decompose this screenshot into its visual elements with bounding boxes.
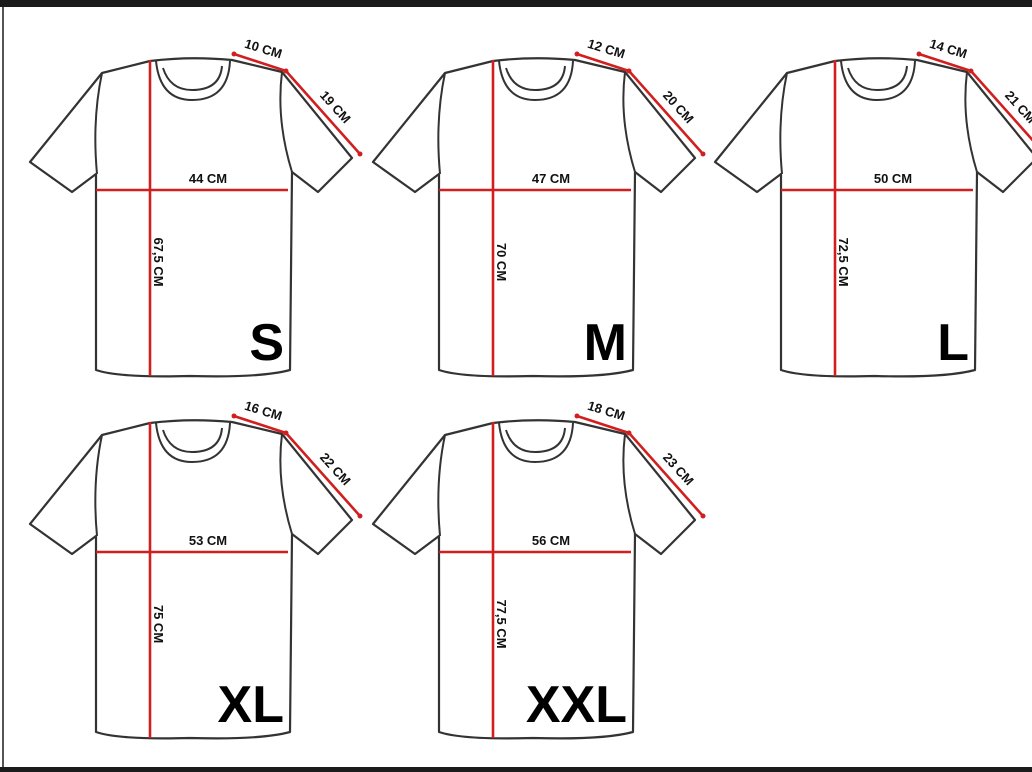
tshirt-outline	[371, 57, 697, 378]
measure-endpoint	[700, 513, 706, 519]
measure-endpoint	[626, 68, 632, 74]
chest-label: 47 CM	[532, 171, 570, 186]
size-label: XL	[218, 676, 284, 734]
shoulder-line	[918, 52, 972, 73]
measure-endpoint	[968, 68, 974, 74]
measure-endpoint	[574, 413, 580, 419]
size-label: L	[937, 314, 969, 372]
length-label: 72,5 CM	[836, 237, 851, 286]
chest-label: 44 CM	[189, 171, 227, 186]
size-label: M	[584, 314, 627, 372]
collar-rib	[162, 427, 223, 454]
collar	[498, 422, 574, 464]
collar	[155, 422, 231, 464]
sleeve-seam	[964, 71, 978, 173]
collar-rib	[162, 65, 223, 92]
measure-endpoint	[357, 151, 363, 157]
sleeve-seam	[437, 434, 446, 537]
tshirt-outline	[28, 57, 354, 378]
sleeve-seam	[437, 72, 446, 175]
measure-endpoint	[916, 51, 922, 57]
measure-endpoint	[231, 413, 237, 419]
shoulder-line	[233, 414, 287, 435]
collar-rib	[847, 65, 908, 92]
sleeve-seam	[779, 72, 788, 175]
measure-endpoint	[357, 513, 363, 519]
length-label: 67,5 CM	[151, 237, 166, 286]
tshirt-outline	[28, 419, 354, 740]
sleeve-line	[628, 432, 704, 517]
length-label: 70 CM	[494, 243, 509, 281]
chest-label: 53 CM	[189, 533, 227, 548]
sleeve-line	[285, 70, 361, 155]
left-border	[2, 7, 4, 767]
tshirt-outline	[371, 419, 697, 740]
sleeve-line	[628, 70, 704, 155]
length-label: 75 CM	[151, 605, 166, 643]
measure-endpoint	[283, 430, 289, 436]
bottom-border	[0, 767, 1032, 772]
measure-endpoint	[626, 430, 632, 436]
chest-label: 56 CM	[532, 533, 570, 548]
sleeve-line	[285, 432, 361, 517]
sleeve-seam	[622, 433, 636, 535]
collar	[498, 60, 574, 102]
sleeve-seam	[622, 71, 636, 173]
collar-rib	[505, 65, 566, 92]
sleeve-seam	[94, 72, 103, 175]
sleeve-seam	[279, 433, 293, 535]
tshirt-outline	[713, 57, 1032, 378]
sleeve-line	[970, 70, 1032, 142]
length-label: 77,5 CM	[494, 599, 509, 648]
shoulder-line	[576, 52, 630, 73]
measure-endpoint	[283, 68, 289, 74]
measure-endpoint	[574, 51, 580, 57]
measure-endpoint	[700, 151, 706, 157]
collar-rib	[505, 427, 566, 454]
collar	[155, 60, 231, 102]
top-border	[0, 0, 1032, 7]
sleeve-seam	[94, 434, 103, 537]
measure-endpoint	[231, 51, 237, 57]
chest-label: 50 CM	[874, 171, 912, 186]
size-label: S	[249, 314, 284, 372]
shoulder-line	[576, 414, 630, 435]
sleeve-seam	[279, 71, 293, 173]
collar	[840, 60, 916, 102]
shoulder-line	[233, 52, 287, 73]
size-label: XXL	[526, 676, 627, 734]
